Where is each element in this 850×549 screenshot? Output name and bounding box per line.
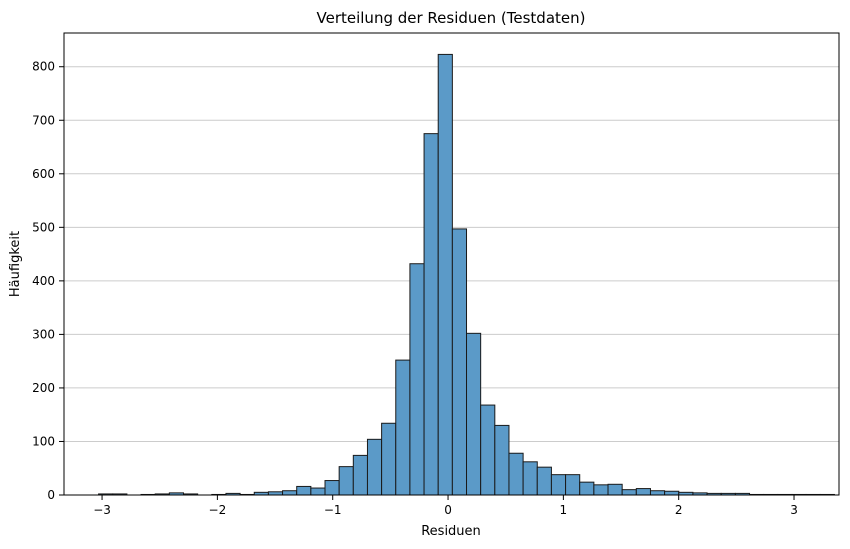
histogram-bar [366,438,383,496]
histogram-bar [324,480,340,496]
histogram-bar [494,424,510,496]
histogram-bar [310,487,326,496]
histogram-bar [664,490,680,496]
histogram-bar [480,404,496,496]
y-tick-label: 800 [32,60,55,74]
y-tick-label: 300 [32,327,55,341]
histogram-bar [437,53,453,496]
histogram-bar [352,454,368,496]
histogram-bar [508,452,524,496]
x-tick-label: −1 [324,503,342,517]
histogram-bar [409,263,425,496]
histogram-bar [395,359,411,496]
y-tick-label: 500 [32,220,55,234]
histogram-bar [536,466,552,496]
histogram-bar [282,490,298,496]
histogram-bar [593,484,609,496]
x-axis-label: Residuen [421,524,481,539]
histogram-bar [607,483,623,496]
histogram-bar [579,481,595,496]
histogram-bar [338,466,354,496]
histogram-bar [565,474,581,496]
x-tick-label: 3 [790,503,798,517]
x-tick-label: 1 [560,503,568,517]
y-tick-label: 400 [32,274,55,288]
histogram-bar [649,490,666,496]
x-tick-label: 0 [444,503,452,517]
histogram-bar [296,485,312,496]
y-tick-label: 100 [32,434,55,448]
histogram-bar [550,474,567,496]
y-tick-label: 0 [47,488,55,502]
y-tick-label: 600 [32,167,55,181]
plot-frame [63,32,840,496]
histogram-bar [423,133,439,496]
y-tick-label: 200 [32,381,55,395]
x-tick-label: −2 [209,503,227,517]
y-axis-ticks: 0 100 200 300 400 500 600 700 800 [32,60,64,502]
histogram-bar [522,461,538,496]
chart-title: Verteilung der Residuen (Testdaten) [317,9,586,27]
y-axis-label: Häufigkeit [8,231,23,297]
histogram-bar [381,422,397,496]
histogram-bar [621,489,637,496]
x-tick-label: 2 [675,503,683,517]
x-tick-label: −3 [93,503,111,517]
histogram-bar [451,228,468,496]
y-tick-label: 700 [32,113,55,127]
histogram-bar [466,332,482,496]
histogram-bars [98,53,835,496]
histogram-bar [635,488,651,496]
x-axis-ticks: −3 −2 −1 0 1 2 3 [93,495,798,517]
